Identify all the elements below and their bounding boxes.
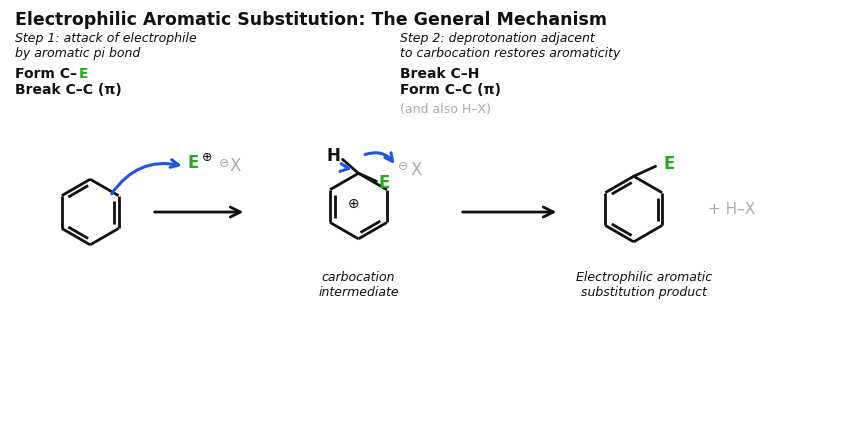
Text: Electrophilic aromatic
substitution product: Electrophilic aromatic substitution prod… — [575, 271, 712, 299]
Text: X: X — [230, 158, 241, 175]
Text: E: E — [78, 67, 88, 81]
Text: ⊕: ⊕ — [347, 197, 359, 211]
Text: E: E — [664, 155, 675, 173]
Text: (and also H–X): (and also H–X) — [400, 103, 491, 116]
Text: Break C–C (π): Break C–C (π) — [15, 83, 121, 97]
Text: ⊖: ⊖ — [398, 160, 408, 173]
Text: Step 2: deprotonation adjacent
to carbocation restores aromaticity: Step 2: deprotonation adjacent to carboc… — [400, 32, 621, 60]
Text: Step 1: attack of electrophile
by aromatic pi bond: Step 1: attack of electrophile by aromat… — [15, 32, 196, 60]
Text: + H–X: + H–X — [708, 201, 755, 217]
Text: H: H — [327, 148, 341, 165]
Text: carbocation
intermediate: carbocation intermediate — [318, 271, 399, 299]
Text: E: E — [378, 174, 390, 192]
Text: Break C–H: Break C–H — [400, 67, 480, 81]
Text: ⊖: ⊖ — [219, 157, 230, 170]
Text: E: E — [187, 155, 199, 172]
Text: Form C–C (π): Form C–C (π) — [400, 83, 501, 97]
Text: X: X — [410, 161, 421, 179]
Text: Electrophilic Aromatic Substitution: The General Mechanism: Electrophilic Aromatic Substitution: The… — [15, 11, 606, 30]
Text: Form C–: Form C– — [15, 67, 77, 81]
Text: ⊕: ⊕ — [201, 151, 212, 164]
